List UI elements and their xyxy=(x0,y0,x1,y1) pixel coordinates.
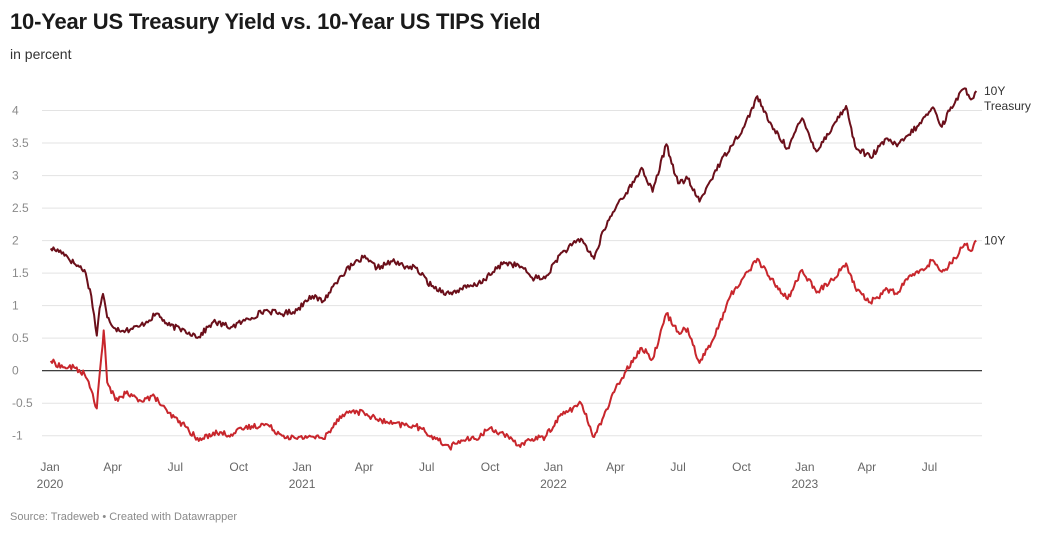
series-end-label: 10Y xyxy=(984,234,1005,248)
series-line-treasury xyxy=(49,87,978,339)
x-tick-label: Apr xyxy=(355,460,374,474)
x-axis: Jan 2020 Apr Jul Oct Jan 2021 Apr Jul Oct Jan 2022 A… xyxy=(37,460,938,491)
y-axis: -1 -0.5 0 0.5 1 1.5 2 2.5 3 3.5 4 xyxy=(12,104,33,443)
series-labels: 10Y Treasury 10Y xyxy=(984,84,1031,248)
y-tick-label: -1 xyxy=(12,429,23,443)
x-tick-label: Oct xyxy=(229,460,248,474)
y-tick-label: 4 xyxy=(12,104,19,118)
series-end-label: 10Y Treasury xyxy=(984,84,1031,113)
source-note: Source: Tradeweb • Created with Datawrap… xyxy=(10,511,238,523)
chart-subtitle: in percent xyxy=(10,46,72,62)
y-tick-label: 0 xyxy=(12,364,19,378)
x-tick-year: 2020 xyxy=(37,477,64,491)
x-tick-label: Jul xyxy=(670,460,685,474)
x-tick-label: Oct xyxy=(732,460,751,474)
gridlines xyxy=(42,110,982,437)
series-lines xyxy=(49,87,978,451)
x-tick-year: 2021 xyxy=(289,477,316,491)
x-tick-label: Jan xyxy=(292,460,311,474)
x-tick-label: Jul xyxy=(922,460,937,474)
x-tick-year: 2022 xyxy=(540,477,567,491)
series-line-tips xyxy=(49,239,977,451)
x-tick-label: Jan xyxy=(544,460,563,474)
x-tick-label: Jan xyxy=(40,460,59,474)
y-tick-label: 1 xyxy=(12,299,19,313)
x-tick-label: Apr xyxy=(857,460,876,474)
y-tick-label: 3 xyxy=(12,169,19,183)
y-tick-label: 2.5 xyxy=(12,201,29,215)
y-tick-label: 1.5 xyxy=(12,266,29,280)
x-tick-label: Apr xyxy=(103,460,122,474)
y-tick-label: 0.5 xyxy=(12,331,29,345)
x-tick-year: 2023 xyxy=(791,477,818,491)
y-tick-label: 3.5 xyxy=(12,136,29,150)
x-tick-label: Apr xyxy=(606,460,625,474)
y-tick-label: 2 xyxy=(12,234,19,248)
chart-title: 10-Year US Treasury Yield vs. 10-Year US… xyxy=(10,9,541,34)
x-tick-label: Jul xyxy=(419,460,434,474)
x-tick-label: Oct xyxy=(481,460,500,474)
x-tick-label: Jul xyxy=(168,460,183,474)
x-tick-label: Jan xyxy=(795,460,814,474)
y-tick-label: -0.5 xyxy=(12,396,33,410)
